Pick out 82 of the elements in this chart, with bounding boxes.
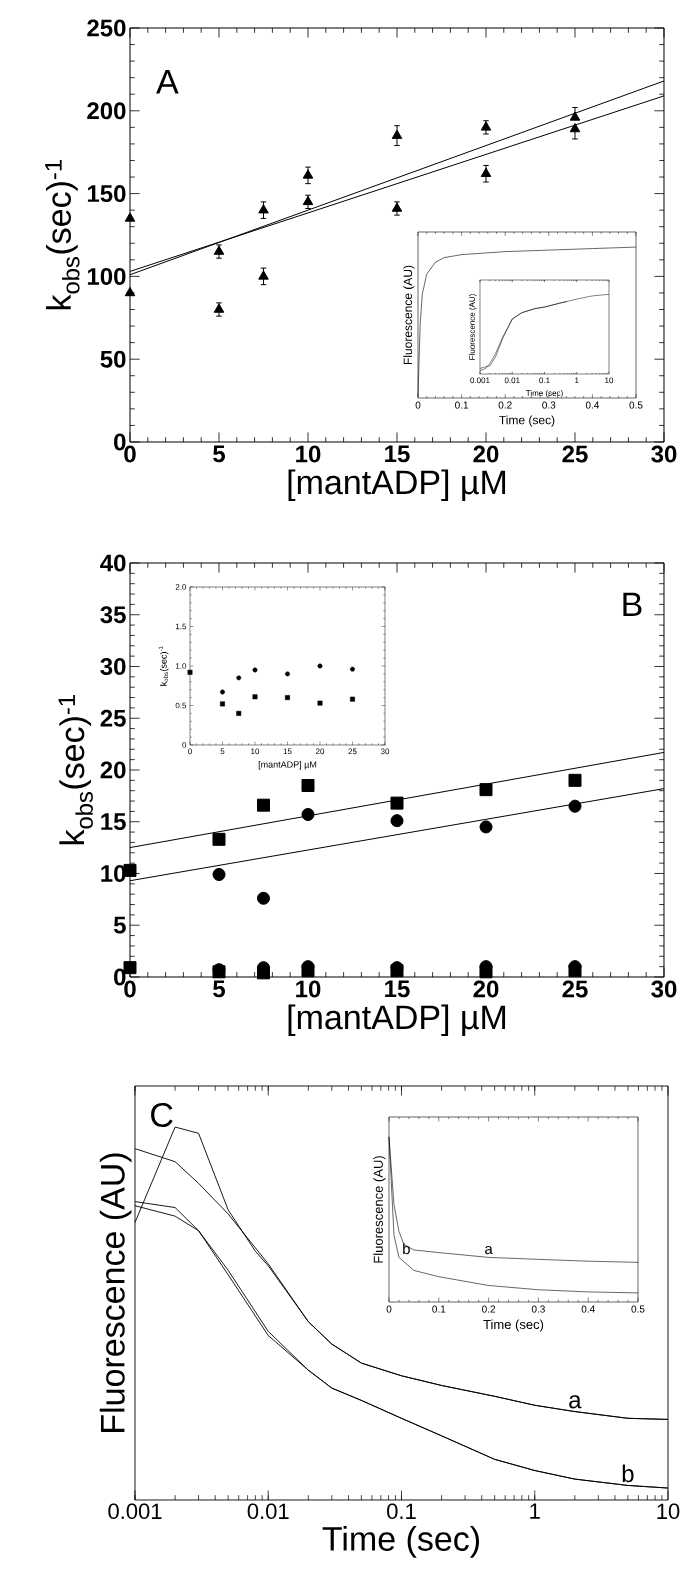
y-tick-label: 40 — [100, 554, 126, 572]
x-axis-title: [mantADP] µM — [288, 1004, 506, 1037]
x-tick-label: 0.01 — [247, 1503, 289, 1520]
x-tick-label: 0.01 — [504, 377, 520, 384]
x-tick-label: 0.001 — [108, 1503, 162, 1520]
x-axis-title: Time (sec) — [499, 415, 555, 427]
x-tick-label: 0.2 — [482, 1305, 496, 1313]
y-tick-label: 25 — [100, 709, 126, 727]
y-axis-title: k$_{obs}$(sec)$^{-1}$ — [45, 160, 80, 310]
x-tick-label: 25 — [562, 980, 588, 998]
y-axis-title: Fluorescence (AU) — [469, 294, 477, 360]
x-tick-label: 0 — [415, 401, 421, 409]
x-tick-label: 0.3 — [542, 401, 556, 409]
y-tick-label: 20 — [100, 761, 126, 779]
y-tick-label: 1.0 — [176, 663, 187, 669]
y-tick-label: 15 — [101, 813, 126, 831]
x-tick-label: 0.1 — [432, 1305, 446, 1313]
x-tick-label: 10 — [251, 748, 260, 755]
x-tick-label: 30 — [651, 445, 677, 463]
y-tick-label: 0 — [114, 968, 126, 986]
x-tick-label: 0.1 — [539, 377, 550, 384]
y-tick-label: 0.5 — [175, 702, 187, 709]
series-label: a — [569, 1395, 582, 1409]
x-tick-label: 5 — [213, 445, 226, 463]
x-axis-title: [mantADP] µM — [288, 469, 506, 502]
x-tick-label: 10 — [605, 377, 614, 384]
x-tick-label: 0.1 — [455, 401, 469, 409]
x-tick-label: 5 — [213, 980, 226, 998]
y-tick-label: 50 — [100, 350, 126, 368]
x-axis-title: Time (sec) — [483, 1319, 544, 1332]
x-tick-label: 10 — [296, 445, 321, 463]
x-axis-title: [mantADP] µM — [259, 761, 317, 770]
x-tick-label: 0.5 — [631, 1305, 645, 1313]
y-tick-label: 200 — [87, 102, 126, 120]
y-axis-title: Fluorescence (AU) — [100, 1153, 132, 1432]
x-tick-label: 15 — [385, 980, 410, 998]
y-tick-label: 150 — [88, 185, 126, 203]
x-tick-label: 30 — [651, 980, 677, 998]
x-axis-title: Time (sec) — [526, 390, 563, 398]
y-tick-label: 100 — [88, 267, 126, 285]
x-tick-label: 0 — [386, 1305, 392, 1313]
series-label: b — [622, 1464, 634, 1483]
x-tick-label: 20 — [473, 980, 499, 998]
x-tick-label: 0.3 — [532, 1305, 546, 1313]
x-tick-label: 15 — [283, 748, 292, 755]
series-label: b — [403, 1243, 411, 1255]
y-tick-label: 0 — [182, 742, 187, 748]
x-axis-title: Time (sec) — [322, 1525, 480, 1558]
x-tick-label: 0.4 — [586, 401, 600, 409]
x-tick-label: 0.001 — [470, 377, 490, 384]
x-tick-label: 10 — [657, 1503, 680, 1520]
y-tick-label: 0 — [114, 433, 126, 451]
x-tick-label: 30 — [381, 748, 390, 755]
y-tick-label: 5 — [114, 916, 127, 934]
x-tick-label: 25 — [562, 445, 588, 463]
x-tick-label: 25 — [348, 748, 357, 755]
y-tick-label: 250 — [87, 19, 126, 37]
x-tick-label: 10 — [296, 980, 321, 998]
x-tick-label: 20 — [316, 748, 325, 755]
x-tick-label: 5 — [220, 748, 225, 755]
x-tick-label: 0 — [188, 748, 193, 755]
y-tick-label: 10 — [101, 865, 126, 882]
y-axis-title: Fluorescence (AU) — [403, 265, 415, 365]
annotation: C — [151, 1102, 173, 1127]
x-tick-label: 20 — [473, 445, 499, 463]
y-tick-label: 2.0 — [175, 584, 187, 590]
y-tick-label: 30 — [100, 657, 126, 675]
x-tick-label: 1 — [575, 377, 579, 384]
annotation: B — [623, 592, 642, 617]
annotation: A — [156, 70, 179, 94]
x-tick-label: 0.2 — [498, 401, 512, 409]
series-label: a — [485, 1245, 493, 1255]
x-tick-label: 1 — [530, 1503, 541, 1519]
y-tick-label: 35 — [100, 606, 126, 624]
x-tick-label: 0.4 — [581, 1305, 596, 1313]
x-tick-label: 15 — [385, 445, 410, 463]
y-axis-title: k$_{obs}$(sec)$^{-1}$ — [158, 646, 169, 686]
x-tick-label: 0.1 — [387, 1503, 416, 1520]
y-tick-label: 1.5 — [176, 623, 187, 630]
y-axis-title: Fluorescence (AU) — [373, 1156, 386, 1263]
x-tick-label: 0.5 — [629, 401, 643, 409]
y-axis-title: k$_{obs}$(sec)$^{-1}$ — [58, 695, 94, 845]
